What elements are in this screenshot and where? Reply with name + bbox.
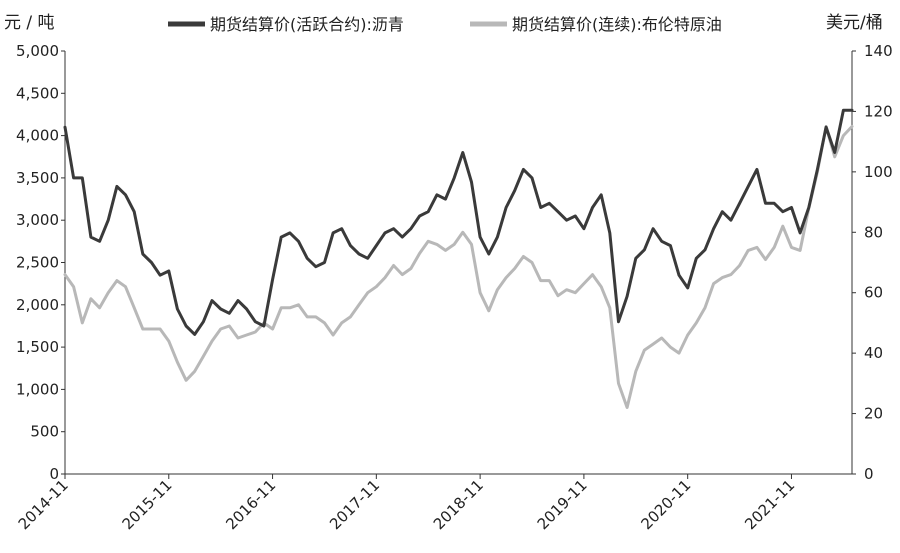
right-axis-unit: 美元/桶 <box>826 13 883 33</box>
left-tick-label: 3,500 <box>16 169 59 187</box>
right-tick-label: 80 <box>864 223 883 241</box>
legend-item-brent: 期货结算价(连续):布伦特原油 <box>470 15 722 34</box>
right-tick-labels: 0 20 40 60 80 100 120 140 <box>852 42 893 483</box>
left-tick-label: 0 <box>49 465 59 483</box>
x-tick-labels: 2014-11 2015-11 2016-11 2017-11 2018-11 2019-… <box>15 474 798 533</box>
series-lines <box>63 108 854 409</box>
right-tick-label: 120 <box>864 102 893 120</box>
x-tick-label: 2021-11 <box>741 476 798 533</box>
legend-label-asphalt: 期货结算价(活跃合约):沥青 <box>210 15 404 34</box>
left-tick-label: 1,500 <box>16 338 59 356</box>
x-tick-label: 2018-11 <box>430 476 487 533</box>
right-tick-label: 40 <box>864 344 883 362</box>
right-tick-label: 20 <box>864 405 883 423</box>
right-tick-label: 100 <box>864 163 893 181</box>
series-line-asphalt <box>63 108 854 336</box>
x-tick-label: 2014-11 <box>15 476 72 533</box>
left-tick-label: 4,500 <box>16 84 59 102</box>
legend: 期货结算价(活跃合约):沥青 期货结算价(连续):布伦特原油 <box>168 15 722 34</box>
x-tick-label: 2016-11 <box>222 476 279 533</box>
x-tick-label: 2015-11 <box>119 476 176 533</box>
right-tick-label: 0 <box>864 465 874 483</box>
x-tick-label: 2017-11 <box>326 476 383 533</box>
left-tick-label: 5,000 <box>16 42 59 60</box>
x-tick-label: 2020-11 <box>637 476 694 533</box>
legend-label-brent: 期货结算价(连续):布伦特原油 <box>512 15 722 34</box>
left-tick-labels: 0 500 1,000 1,500 2,000 2,500 3,000 3,500 4,000 4… <box>16 42 65 483</box>
left-tick-label: 1,000 <box>16 380 59 398</box>
right-tick-label: 60 <box>864 284 883 302</box>
left-tick-label: 500 <box>30 423 59 441</box>
series-line-brent <box>63 125 854 409</box>
left-tick-label: 4,000 <box>16 127 59 145</box>
left-tick-label: 2,000 <box>16 296 59 314</box>
left-tick-label: 2,500 <box>16 254 59 272</box>
left-tick-label: 3,000 <box>16 211 59 229</box>
axes <box>64 51 853 475</box>
right-tick-label: 140 <box>864 42 893 60</box>
left-axis-unit: 元 / 吨 <box>4 13 55 33</box>
legend-item-asphalt: 期货结算价(活跃合约):沥青 <box>168 15 404 34</box>
x-tick-label: 2019-11 <box>534 476 591 533</box>
